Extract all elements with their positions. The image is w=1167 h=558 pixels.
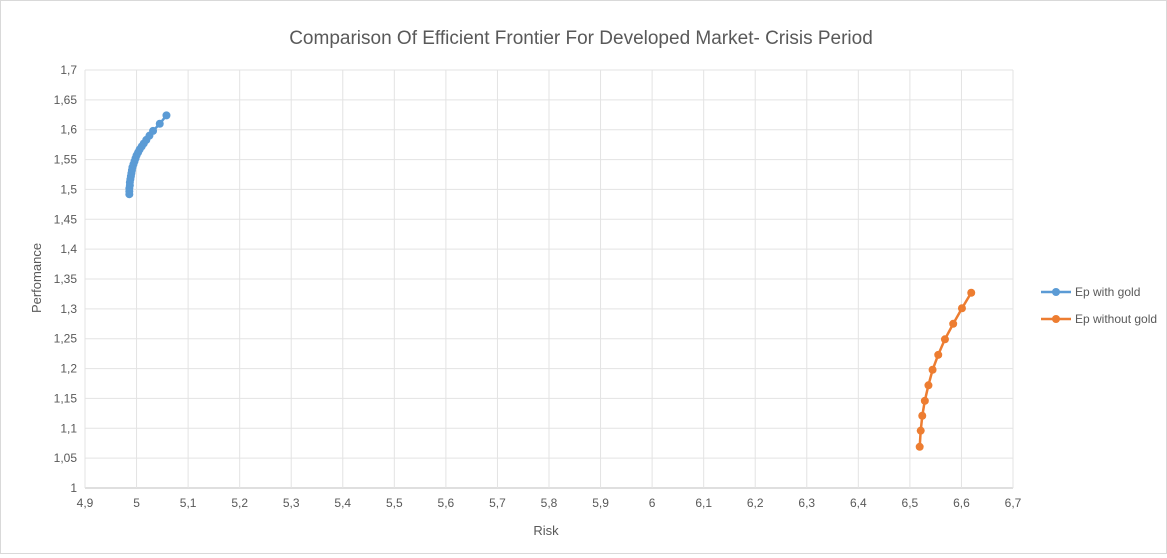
y-tick-label: 1,1: [60, 421, 77, 435]
data-point[interactable]: [924, 381, 933, 390]
legend-marker-dot: [1052, 288, 1060, 296]
legend-marker-dot: [1052, 315, 1060, 323]
chart-title: Comparison Of Efficient Frontier For Dev…: [289, 28, 873, 49]
y-tick-label: 1,65: [54, 93, 78, 107]
data-point[interactable]: [934, 350, 943, 359]
x-tick-label: 5,8: [541, 496, 558, 510]
x-tick-label: 6,3: [798, 496, 815, 510]
x-tick-label: 5,6: [438, 496, 455, 510]
data-point[interactable]: [928, 365, 937, 374]
y-tick-label: 1,7: [60, 63, 77, 77]
legend-label: Ep with gold: [1075, 285, 1140, 299]
x-tick-label: 5,3: [283, 496, 300, 510]
y-tick-label: 1,15: [54, 391, 78, 405]
series-ep-with-gold: [125, 111, 171, 199]
x-tick-label: 6,5: [902, 496, 919, 510]
x-tick-label: 5,4: [334, 496, 351, 510]
x-tick-label: 5,1: [180, 496, 197, 510]
y-tick-label: 1: [70, 481, 77, 495]
x-tick-label: 5,9: [592, 496, 609, 510]
x-axis-label: Risk: [533, 523, 559, 538]
data-point[interactable]: [162, 111, 171, 120]
legend: Ep with gold Ep without gold: [1041, 285, 1157, 326]
data-point[interactable]: [920, 396, 929, 405]
y-tick-label: 1,3: [60, 302, 77, 316]
x-tick-label: 5,7: [489, 496, 506, 510]
y-axis-label: Perfomance: [29, 243, 44, 313]
x-tick-label: 4,9: [77, 496, 94, 510]
data-point[interactable]: [949, 319, 958, 328]
x-tick-label: 5,2: [231, 496, 248, 510]
data-point[interactable]: [916, 426, 925, 435]
y-tick-label: 1,45: [54, 212, 78, 226]
y-tick-label: 1,25: [54, 332, 78, 346]
y-tick-label: 1,4: [60, 242, 77, 256]
x-tick-label: 6,6: [953, 496, 970, 510]
series-layer: [125, 111, 976, 451]
x-tick-label: 5,5: [386, 496, 403, 510]
y-tick-label: 1,5: [60, 182, 77, 196]
x-tick-label: 6: [649, 496, 656, 510]
x-tick-label: 6,4: [850, 496, 867, 510]
data-point[interactable]: [957, 304, 966, 313]
data-point[interactable]: [918, 411, 927, 420]
y-tick-label: 1,2: [60, 362, 77, 376]
y-tick-label: 1,6: [60, 123, 77, 137]
series-ep-without-gold: [915, 288, 976, 451]
x-tick-label: 5: [133, 496, 140, 510]
data-point[interactable]: [155, 119, 164, 128]
data-point[interactable]: [940, 335, 949, 344]
series-line: [918, 292, 973, 447]
data-point[interactable]: [915, 442, 924, 451]
x-tick-label: 6,7: [1005, 496, 1022, 510]
legend-item-ep-with-gold[interactable]: Ep with gold: [1041, 285, 1140, 299]
y-tick-label: 1,55: [54, 153, 78, 167]
legend-item-ep-without-gold[interactable]: Ep without gold: [1041, 312, 1157, 326]
y-tick-label: 1,35: [54, 272, 78, 286]
legend-label: Ep without gold: [1075, 312, 1157, 326]
y-tick-label: 1,05: [54, 451, 78, 465]
x-axis-tick-labels: 4,9 5 5,1 5,2 5,3 5,4 5,5 5,6 5,7 5,8 5,9 6 6,1 6,2 6,…: [77, 496, 1022, 510]
x-tick-label: 6,2: [747, 496, 764, 510]
gridlines: [84, 69, 1014, 489]
data-point[interactable]: [967, 288, 976, 297]
x-tick-label: 6,1: [695, 496, 712, 510]
data-point[interactable]: [149, 126, 158, 135]
y-axis-tick-labels: 1 1,05 1,1 1,15 1,2 1,25 1,3 1,35 1,4 1,45 1,5 1,55…: [54, 63, 78, 495]
